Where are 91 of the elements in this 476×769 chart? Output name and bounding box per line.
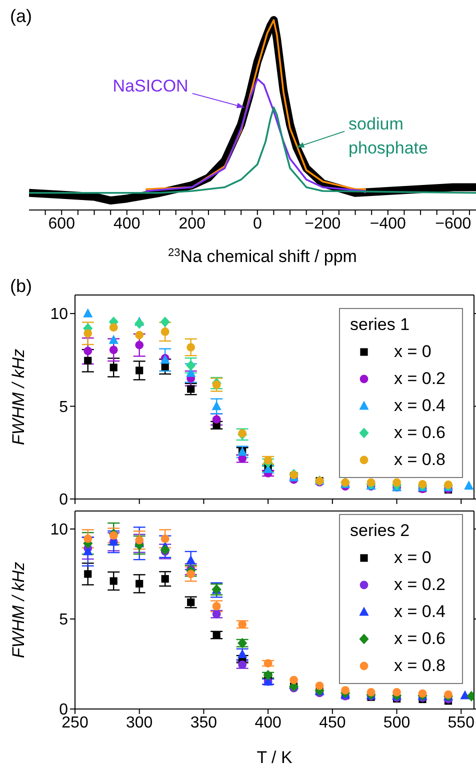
point: [109, 346, 118, 354]
point: [83, 308, 93, 318]
point: [135, 330, 144, 340]
point: [366, 688, 376, 696]
point: [187, 598, 195, 606]
point: [341, 686, 350, 694]
point: [135, 340, 144, 350]
x-tick-label: 600: [48, 215, 76, 232]
point: [290, 676, 298, 684]
point: [264, 659, 272, 668]
annotation: sodium phosphate: [348, 114, 428, 158]
x-tick-label: −400: [370, 215, 406, 232]
y-tick-label: 10: [50, 306, 68, 324]
point: [136, 580, 144, 588]
point: [187, 385, 195, 393]
point: [212, 400, 222, 410]
legend-label: x = 0.6: [394, 422, 446, 442]
legend-label: x = 0.4: [394, 602, 446, 622]
point: [212, 610, 221, 618]
point: [315, 682, 324, 690]
y-tick-label: 0: [59, 492, 68, 509]
point: [108, 334, 118, 344]
point: [418, 689, 427, 698]
point: [238, 648, 248, 658]
point: [264, 456, 272, 464]
legend-title: series 1: [350, 315, 411, 335]
chart-title: (a): [10, 6, 32, 27]
point: [84, 534, 92, 543]
x-axis-title: $^{23}$Na chemical shift / ppm: [168, 247, 357, 266]
y-tick-label: 5: [59, 612, 68, 629]
point: [212, 415, 221, 424]
x-tick-label: 450: [319, 714, 346, 732]
legend-label: x = 0.2: [394, 574, 446, 594]
point: [212, 380, 221, 389]
point: [460, 690, 470, 700]
point: [161, 575, 169, 583]
point: [84, 356, 92, 364]
point: [134, 318, 144, 329]
point: [238, 620, 247, 629]
annotation: NaSICON: [112, 76, 188, 96]
point: [186, 343, 196, 352]
point: [238, 660, 247, 669]
x-tick-label: 200: [178, 215, 206, 232]
chart-title: (b): [10, 276, 32, 297]
point: [84, 346, 92, 356]
point: [84, 329, 92, 338]
legend-label: x = 0: [394, 342, 432, 362]
point: [160, 534, 170, 543]
y-tick-label: 5: [59, 398, 68, 416]
point: [418, 480, 427, 488]
point: [464, 480, 474, 490]
point: [366, 478, 376, 487]
point: [110, 577, 118, 585]
point: [186, 555, 196, 564]
point: [392, 478, 401, 487]
x-tick-label: 500: [383, 714, 410, 732]
x-tick-label: 400: [114, 215, 140, 232]
legend-label: x = 0.2: [394, 368, 446, 388]
point: [212, 602, 221, 610]
point: [83, 546, 93, 556]
y-tick-label: 10: [50, 522, 68, 539]
x-tick-label: −200: [304, 215, 341, 232]
legend-label: x = 0.6: [394, 628, 446, 648]
legend-label: x = 0.4: [394, 396, 446, 416]
x-axis-title: T / K: [256, 748, 293, 767]
point: [392, 688, 401, 696]
x-tick-label: 300: [126, 714, 153, 732]
point: [84, 570, 92, 578]
point: [109, 323, 118, 332]
point: [160, 316, 170, 328]
point: [135, 536, 144, 544]
x-tick-label: 400: [254, 714, 282, 732]
x-tick-label: 350: [190, 714, 218, 732]
point: [110, 364, 118, 372]
legend-label: x = 0.8: [394, 450, 446, 470]
point: [186, 360, 196, 371]
legend-label: x = 0.8: [394, 656, 446, 676]
point: [212, 631, 220, 639]
legend-label: x = 0: [394, 548, 432, 568]
legend-title: series 2: [350, 521, 411, 541]
x-tick-label: −600: [435, 215, 472, 232]
x-tick-label: 0: [252, 215, 262, 232]
point: [136, 366, 144, 374]
point: [444, 480, 452, 489]
point: [160, 544, 170, 556]
point: [109, 531, 118, 540]
point: [160, 328, 170, 336]
y-axis-title: FWHM / kHz: [9, 348, 28, 446]
x-tick-label: 550: [448, 714, 475, 732]
y-axis-title: FWHM / kHz: [9, 561, 28, 658]
point: [186, 570, 196, 578]
